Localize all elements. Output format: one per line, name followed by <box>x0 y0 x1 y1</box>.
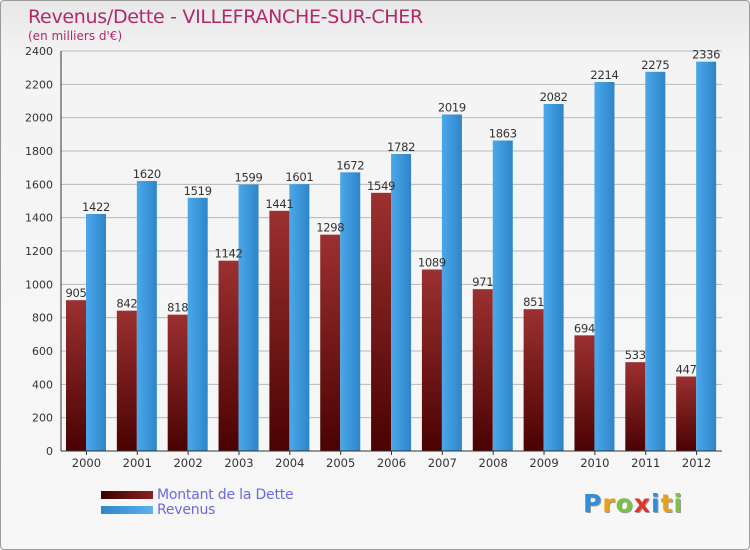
revenue-value-label: 2336 <box>692 48 720 62</box>
x-tick-label: 2011 <box>631 456 660 470</box>
chart-title: Revenus/Dette - VILLEFRANCHE-SUR-CHER <box>28 6 423 28</box>
revenue-value-label: 1782 <box>387 140 415 154</box>
revenue-bar <box>696 61 717 452</box>
proxiti-logo: Proxiti <box>583 489 683 518</box>
debt-bar <box>625 362 646 451</box>
logo-letter: o <box>615 489 634 518</box>
revenue-bar <box>543 104 564 451</box>
debt-value-label: 851 <box>523 295 544 309</box>
legend-label-revenue: Revenus <box>157 501 216 518</box>
debt-bar <box>676 376 697 451</box>
debt-value-label: 1089 <box>418 256 446 270</box>
y-tick-label: 800 <box>32 312 53 325</box>
debt-value-label: 905 <box>65 286 86 300</box>
debt-value-label: 1441 <box>265 197 293 211</box>
debt-bar <box>66 300 86 451</box>
revenue-bar <box>441 114 462 451</box>
x-tick-label: 2006 <box>377 456 406 470</box>
debt-bar <box>371 192 392 452</box>
debt-bar <box>421 269 442 451</box>
revenue-bar <box>187 197 208 451</box>
debt-value-label: 1549 <box>367 179 395 193</box>
revenue-bar <box>340 172 361 452</box>
revenue-value-label: 2214 <box>590 68 618 82</box>
revenue-value-label: 2275 <box>641 58 669 72</box>
debt-bar <box>472 289 493 451</box>
y-tick-label: 2200 <box>25 78 53 91</box>
y-tick-label: 1600 <box>25 178 53 191</box>
revenue-value-label: 2082 <box>540 90 568 104</box>
revenue-value-label: 1422 <box>82 200 110 214</box>
revenue-value-label: 1620 <box>133 167 161 181</box>
revenue-bar <box>492 140 513 451</box>
legend-label-debt: Montant de la Dette <box>157 486 294 503</box>
debt-bar <box>218 260 239 451</box>
revenue-bar <box>645 71 666 451</box>
debt-value-label: 1142 <box>214 247 242 261</box>
logo-letter: t <box>660 489 674 518</box>
logo-letter: i <box>673 489 684 518</box>
debt-bar <box>116 310 137 451</box>
x-tick-label: 2009 <box>529 456 558 470</box>
y-tick-label: 1400 <box>25 212 53 225</box>
x-tick-label: 2000 <box>72 456 101 470</box>
debt-bar <box>523 309 544 451</box>
revenue-bar <box>289 184 310 451</box>
y-tick-label: 2400 <box>25 45 53 58</box>
revenue-value-label: 1519 <box>184 184 212 198</box>
debt-value-label: 818 <box>167 301 188 315</box>
debt-value-label: 533 <box>625 348 646 362</box>
revenue-bar <box>238 184 259 451</box>
revenue-bar <box>391 154 412 451</box>
legend-item-revenue: Revenus <box>101 501 293 518</box>
revenue-value-label: 1601 <box>285 170 313 184</box>
debt-bar <box>320 234 341 451</box>
x-tick-label: 2002 <box>173 456 202 470</box>
debt-value-label: 1298 <box>316 221 344 235</box>
revenue-value-label: 2019 <box>438 101 466 115</box>
x-tick-label: 2008 <box>479 456 508 470</box>
y-tick-label: 0 <box>46 445 53 458</box>
revenue-bar <box>86 214 106 451</box>
legend-swatch-revenue <box>101 505 153 514</box>
debt-value-label: 842 <box>116 297 137 311</box>
chart-subtitle: (en milliers d'€) <box>28 29 123 43</box>
y-tick-label: 2000 <box>25 112 53 125</box>
x-tick-label: 2012 <box>682 456 711 470</box>
y-tick-label: 600 <box>32 345 53 358</box>
y-tick-label: 1800 <box>25 145 53 158</box>
chart-legend: Montant de la Dette Revenus <box>101 486 294 518</box>
y-tick-label: 400 <box>32 378 53 391</box>
x-tick-label: 2004 <box>275 456 304 470</box>
debt-value-label: 971 <box>472 275 493 289</box>
x-tick-label: 2007 <box>428 456 457 470</box>
logo-letter: r <box>602 489 616 518</box>
legend-swatch-debt <box>101 490 153 499</box>
y-tick-label: 1200 <box>25 245 53 258</box>
debt-value-label: 447 <box>676 363 697 377</box>
logo-letter: P <box>583 489 603 518</box>
x-tick-label: 2010 <box>580 456 609 470</box>
logo-letter: x <box>633 489 651 518</box>
legend-item-debt: Montant de la Dette <box>101 486 294 503</box>
revenue-value-label: 1672 <box>336 158 364 172</box>
debt-bar <box>269 210 290 451</box>
debt-value-label: 694 <box>574 321 595 335</box>
logo-letter: i <box>651 489 661 518</box>
y-tick-label: 1000 <box>25 278 53 291</box>
debt-bar <box>574 335 595 451</box>
debt-bar <box>167 314 188 451</box>
x-tick-label: 2001 <box>123 456 152 470</box>
revenue-bar <box>136 181 157 451</box>
revenue-value-label: 1599 <box>234 171 262 185</box>
x-tick-label: 2003 <box>224 456 253 470</box>
x-tick-label: 2005 <box>326 456 355 470</box>
revenue-value-label: 1863 <box>489 127 517 141</box>
revenue-bar <box>594 82 615 451</box>
y-tick-label: 200 <box>32 412 53 425</box>
